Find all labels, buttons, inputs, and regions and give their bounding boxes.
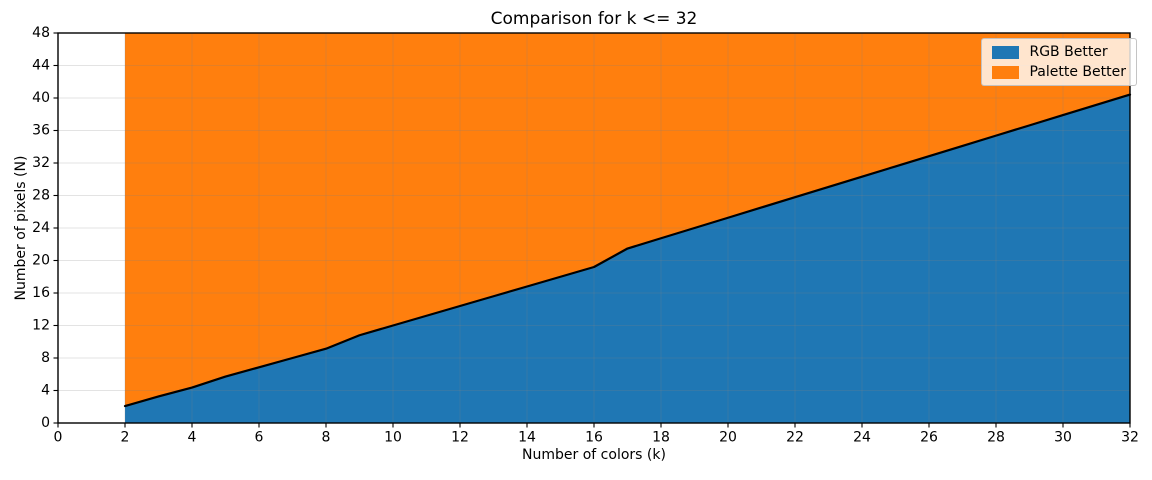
x-tick-label: 14 <box>518 430 536 446</box>
y-tick-label: 36 <box>32 123 50 139</box>
y-tick-label: 40 <box>32 90 50 106</box>
y-tick-label: 44 <box>32 58 50 74</box>
x-tick-label: 0 <box>54 430 63 446</box>
y-tick-label: 8 <box>41 350 50 366</box>
legend-item: RGB Better <box>992 45 1126 59</box>
legend-swatch <box>992 65 1020 79</box>
x-tick-label: 28 <box>987 430 1005 446</box>
y-tick-label: 16 <box>32 285 50 301</box>
legend-swatch <box>992 45 1020 59</box>
x-tick-label: 30 <box>1054 430 1072 446</box>
x-tick-label: 8 <box>322 430 331 446</box>
x-tick-label: 22 <box>786 430 804 446</box>
y-tick-label: 24 <box>32 220 50 236</box>
x-tick-label: 24 <box>853 430 871 446</box>
x-tick-label: 6 <box>255 430 264 446</box>
legend-item: Palette Better <box>992 65 1126 79</box>
legend-label: RGB Better <box>1029 44 1108 60</box>
y-axis-label: Number of pixels (N) <box>13 155 29 301</box>
x-tick-label: 10 <box>384 430 402 446</box>
x-tick-label: 26 <box>920 430 938 446</box>
area-rgb-better <box>125 94 1130 423</box>
y-tick-label: 12 <box>32 318 50 334</box>
x-tick-label: 2 <box>121 430 130 446</box>
x-tick-label: 16 <box>585 430 603 446</box>
legend: RGB Better Palette Better <box>981 38 1137 86</box>
area-palette-better <box>125 33 1130 407</box>
y-tick-label: 20 <box>32 253 50 269</box>
y-tick-label: 4 <box>41 383 50 399</box>
boundary-line <box>123 93 1132 408</box>
x-tick-label: 32 <box>1121 430 1139 446</box>
legend-label: Palette Better <box>1029 64 1126 80</box>
y-tick-label: 32 <box>32 155 50 171</box>
x-tick-label: 20 <box>719 430 737 446</box>
x-axis-label: Number of colors (k) <box>522 447 666 463</box>
x-tick-label: 12 <box>451 430 469 446</box>
x-tick-label: 18 <box>652 430 670 446</box>
x-tick-label: 4 <box>188 430 197 446</box>
y-tick-label: 0 <box>41 415 50 431</box>
y-tick-label: 28 <box>32 188 50 204</box>
y-tick-label: 48 <box>32 25 50 41</box>
chart-title: Comparison for k <= 32 <box>490 9 698 29</box>
